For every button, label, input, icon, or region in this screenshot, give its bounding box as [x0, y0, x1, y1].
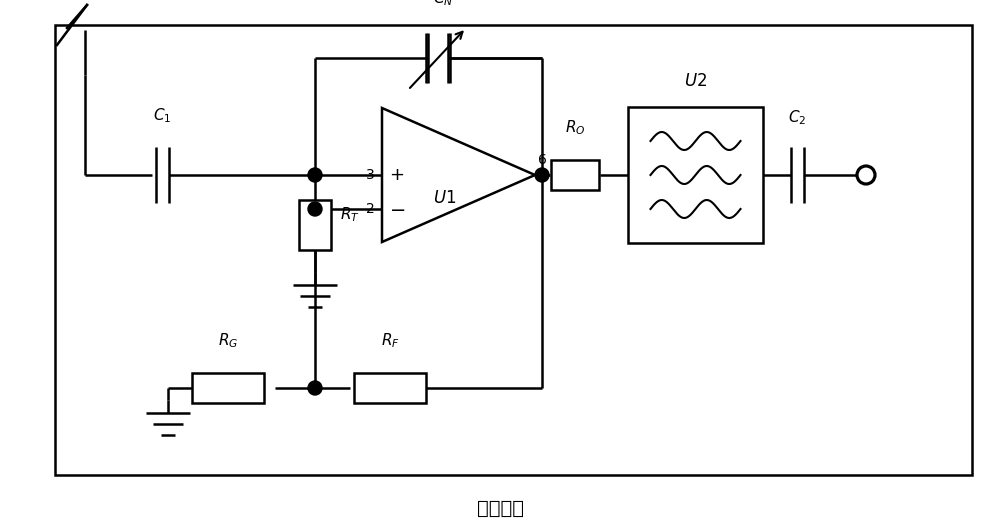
Circle shape — [308, 168, 322, 182]
Text: 2: 2 — [366, 202, 375, 216]
Text: $R_G$: $R_G$ — [218, 331, 238, 350]
Text: $U2$: $U2$ — [684, 72, 707, 90]
FancyBboxPatch shape — [55, 25, 972, 475]
FancyBboxPatch shape — [628, 107, 763, 243]
Text: $R_O$: $R_O$ — [565, 118, 585, 137]
Circle shape — [308, 202, 322, 216]
FancyBboxPatch shape — [354, 373, 426, 403]
Circle shape — [308, 381, 322, 395]
Text: 3: 3 — [366, 168, 375, 182]
Text: $C_N$: $C_N$ — [433, 0, 453, 8]
Text: $C_2$: $C_2$ — [788, 108, 807, 127]
Text: 有源网络: 有源网络 — [477, 499, 524, 517]
Text: $R_F$: $R_F$ — [381, 331, 399, 350]
FancyBboxPatch shape — [192, 373, 264, 403]
Text: $U1$: $U1$ — [433, 189, 457, 207]
Circle shape — [857, 166, 875, 184]
Polygon shape — [382, 108, 535, 242]
Text: $R_T$: $R_T$ — [340, 206, 360, 224]
Text: 6: 6 — [538, 153, 547, 167]
FancyBboxPatch shape — [551, 160, 599, 190]
FancyBboxPatch shape — [299, 200, 331, 250]
Text: $+$: $+$ — [389, 166, 405, 184]
Circle shape — [535, 168, 549, 182]
Text: $-$: $-$ — [389, 199, 405, 218]
Text: $C_1$: $C_1$ — [153, 107, 171, 125]
